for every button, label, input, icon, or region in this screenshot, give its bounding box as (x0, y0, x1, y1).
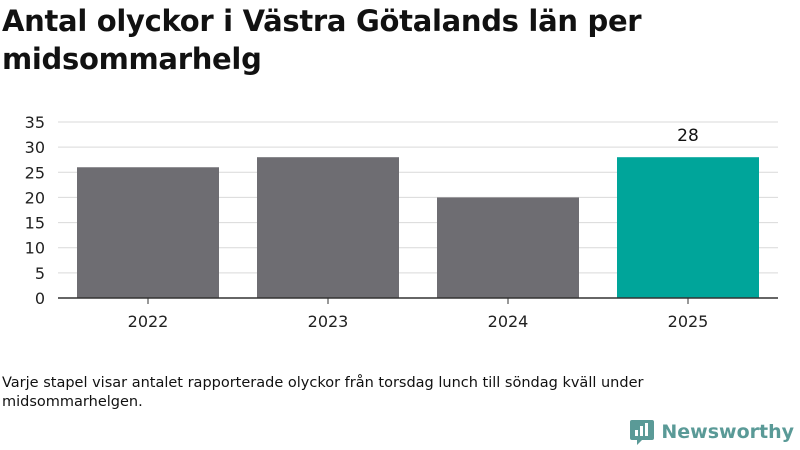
chart-title: Antal olyckor i Västra Götalands län per… (2, 4, 642, 76)
y-tick-label: 0 (35, 289, 45, 308)
bar-2022 (77, 167, 219, 298)
y-axis-ticks: 0 5 10 15 20 25 30 35 (25, 113, 45, 308)
y-tick-label: 15 (25, 214, 45, 233)
y-tick-label: 20 (25, 188, 45, 207)
bars (77, 157, 759, 298)
x-axis-ticks: 2022 2023 2024 2025 (58, 297, 778, 331)
data-labels: 28 (677, 126, 699, 146)
x-tick-label: 2024 (488, 312, 529, 331)
x-tick-label: 2023 (308, 312, 349, 331)
y-tick-label: 10 (25, 239, 45, 258)
bar-2023 (257, 157, 399, 298)
brand-name: Newsworthy (661, 421, 794, 443)
y-tick-label: 35 (25, 113, 45, 132)
brand-logo: Newsworthy (629, 418, 794, 446)
bar-2024 (437, 197, 579, 298)
x-tick-label: 2022 (128, 312, 169, 331)
y-tick-label: 5 (35, 264, 45, 283)
y-tick-label: 30 (25, 138, 45, 157)
data-label: 28 (677, 126, 699, 146)
y-tick-label: 25 (25, 163, 45, 182)
bar-2025 (617, 157, 759, 298)
x-tick-label: 2025 (668, 312, 709, 331)
chart-note: Varje stapel visar antalet rapporterade … (2, 375, 644, 410)
newsworthy-logo-icon (630, 420, 655, 445)
